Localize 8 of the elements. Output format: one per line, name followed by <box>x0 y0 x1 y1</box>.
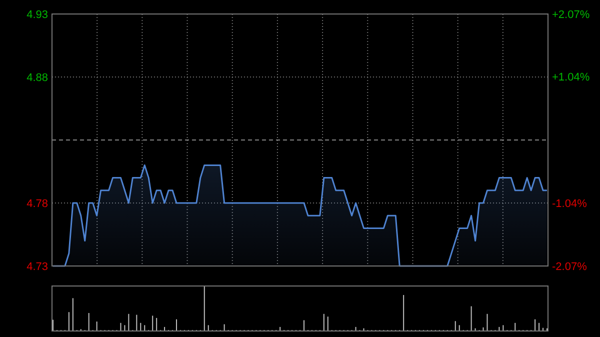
y2-tick-label: -2.07% <box>552 260 588 273</box>
y-tick-label: 4.73 <box>26 260 48 273</box>
y-tick-label: 4.93 <box>26 8 48 21</box>
y-tick-label: 4.88 <box>26 72 48 84</box>
y2-tick-label: +2.07% <box>552 8 590 21</box>
y2-tick-label: +1.04% <box>552 72 590 84</box>
y-tick-label: 4.78 <box>26 198 48 210</box>
y2-tick-label: -1.04% <box>552 198 588 210</box>
